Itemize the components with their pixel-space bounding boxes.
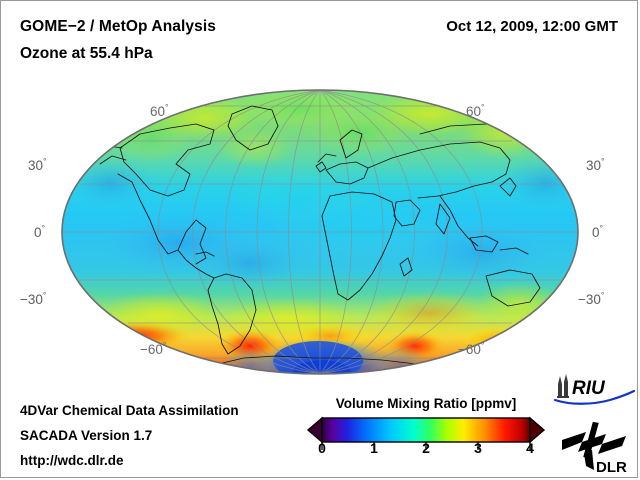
footer-method: 4DVar Chemical Data Assimilation <box>20 403 239 418</box>
datetime-label: Oct 12, 2009, 12:00 GMT <box>446 18 618 35</box>
footer-url[interactable]: http://wdc.dlr.de <box>20 453 124 468</box>
lat-label-right-0: 0° <box>592 223 604 240</box>
colorbar-ticks <box>321 442 531 450</box>
riu-logo: RIU <box>553 374 636 405</box>
lat-label-inner-minus60-left: −60° <box>140 340 167 357</box>
graticule <box>62 90 578 374</box>
lat-label-left-minus30: −30° <box>20 290 47 307</box>
colorbar-extend-high <box>529 416 546 444</box>
coastlines <box>95 105 565 371</box>
dlr-logo: DLR <box>562 421 627 476</box>
ozone-map: 30° 0° −30° 30° 0° −30° 60° 60° −60° −60… <box>0 78 640 383</box>
riu-wordmark: RIU <box>572 378 606 399</box>
colorbar-gradient <box>321 417 531 443</box>
cathedral-icon <box>557 374 569 398</box>
colorbar-extend-low <box>306 416 323 444</box>
lat-label-inner-60-right: 60° <box>466 102 485 119</box>
lat-label-right-30: 30° <box>586 156 605 173</box>
lat-label-left-30: 30° <box>28 156 47 173</box>
colorbar-tick-0: 0 <box>318 440 326 456</box>
page-subtitle: Ozone at 55.4 hPa <box>20 45 153 62</box>
dlr-mark-icon <box>562 421 626 470</box>
colorbar-svg <box>306 416 546 450</box>
footer-version: SACADA Version 1.7 <box>20 428 153 443</box>
lat-label-inner-minus60-right: −60° <box>458 340 485 357</box>
colorbar-tick-labels: 0 1 2 3 4 <box>306 440 546 460</box>
colorbar-tick-3: 3 <box>474 440 482 456</box>
mollweide-map-svg <box>61 89 579 375</box>
colorbar-title: Volume Mixing Ratio [ppmv] <box>335 396 517 411</box>
page-title: GOME−2 / MetOp Analysis <box>20 18 216 35</box>
riu-wave <box>553 389 636 405</box>
lat-label-right-minus30: −30° <box>578 290 605 307</box>
colorbar-tick-2: 2 <box>422 440 430 456</box>
globe-outline <box>61 89 579 375</box>
lat-label-left-0: 0° <box>34 223 46 240</box>
dlr-wordmark: DLR <box>596 459 627 476</box>
colorbar-tick-4: 4 <box>526 440 534 456</box>
colorbar: Volume Mixing Ratio [ppmv] <box>306 396 546 476</box>
lat-label-inner-60-left: 60° <box>150 102 169 119</box>
colorbar-tick-1: 1 <box>370 440 378 456</box>
